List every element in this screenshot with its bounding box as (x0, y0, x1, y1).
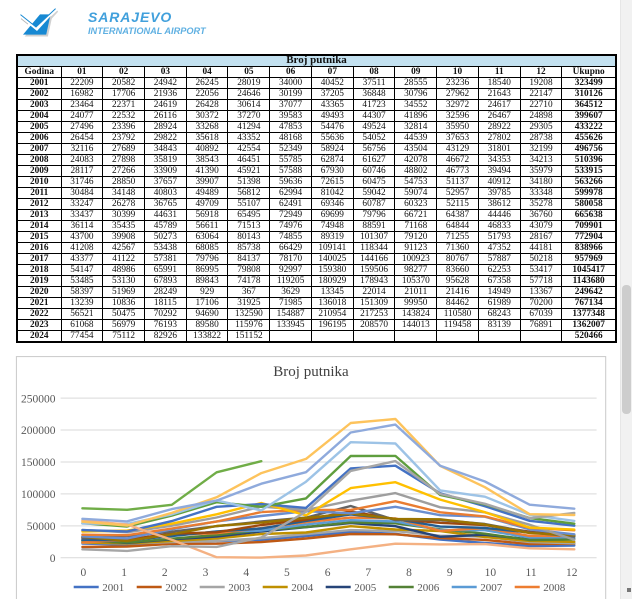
svg-text:2: 2 (162, 567, 168, 579)
svg-text:2004: 2004 (291, 582, 314, 594)
svg-text:8: 8 (406, 567, 412, 579)
svg-text:2003: 2003 (228, 582, 251, 594)
svg-text:2001: 2001 (102, 582, 124, 594)
svg-text:50000: 50000 (27, 521, 56, 533)
svg-text:6: 6 (325, 567, 331, 579)
svg-text:2008: 2008 (543, 582, 566, 594)
svg-text:2006: 2006 (417, 582, 440, 594)
svg-text:12: 12 (566, 567, 578, 579)
svg-text:Broj putnika: Broj putnika (273, 364, 349, 380)
svg-text:0: 0 (81, 567, 87, 579)
svg-text:7: 7 (365, 567, 371, 579)
svg-text:250000: 250000 (21, 393, 56, 405)
svg-text:200000: 200000 (21, 425, 56, 437)
svg-text:100000: 100000 (21, 489, 56, 501)
svg-text:2007: 2007 (480, 582, 503, 594)
svg-text:0: 0 (50, 553, 56, 565)
svg-text:3: 3 (203, 567, 209, 579)
svg-text:150000: 150000 (21, 457, 56, 469)
svg-text:9: 9 (447, 567, 453, 579)
svg-text:10: 10 (485, 567, 497, 579)
svg-text:2002: 2002 (165, 582, 187, 594)
svg-text:5: 5 (284, 567, 290, 579)
svg-text:1: 1 (121, 567, 127, 579)
svg-text:4: 4 (243, 567, 249, 579)
svg-text:2005: 2005 (354, 582, 377, 594)
svg-text:11: 11 (526, 567, 537, 579)
